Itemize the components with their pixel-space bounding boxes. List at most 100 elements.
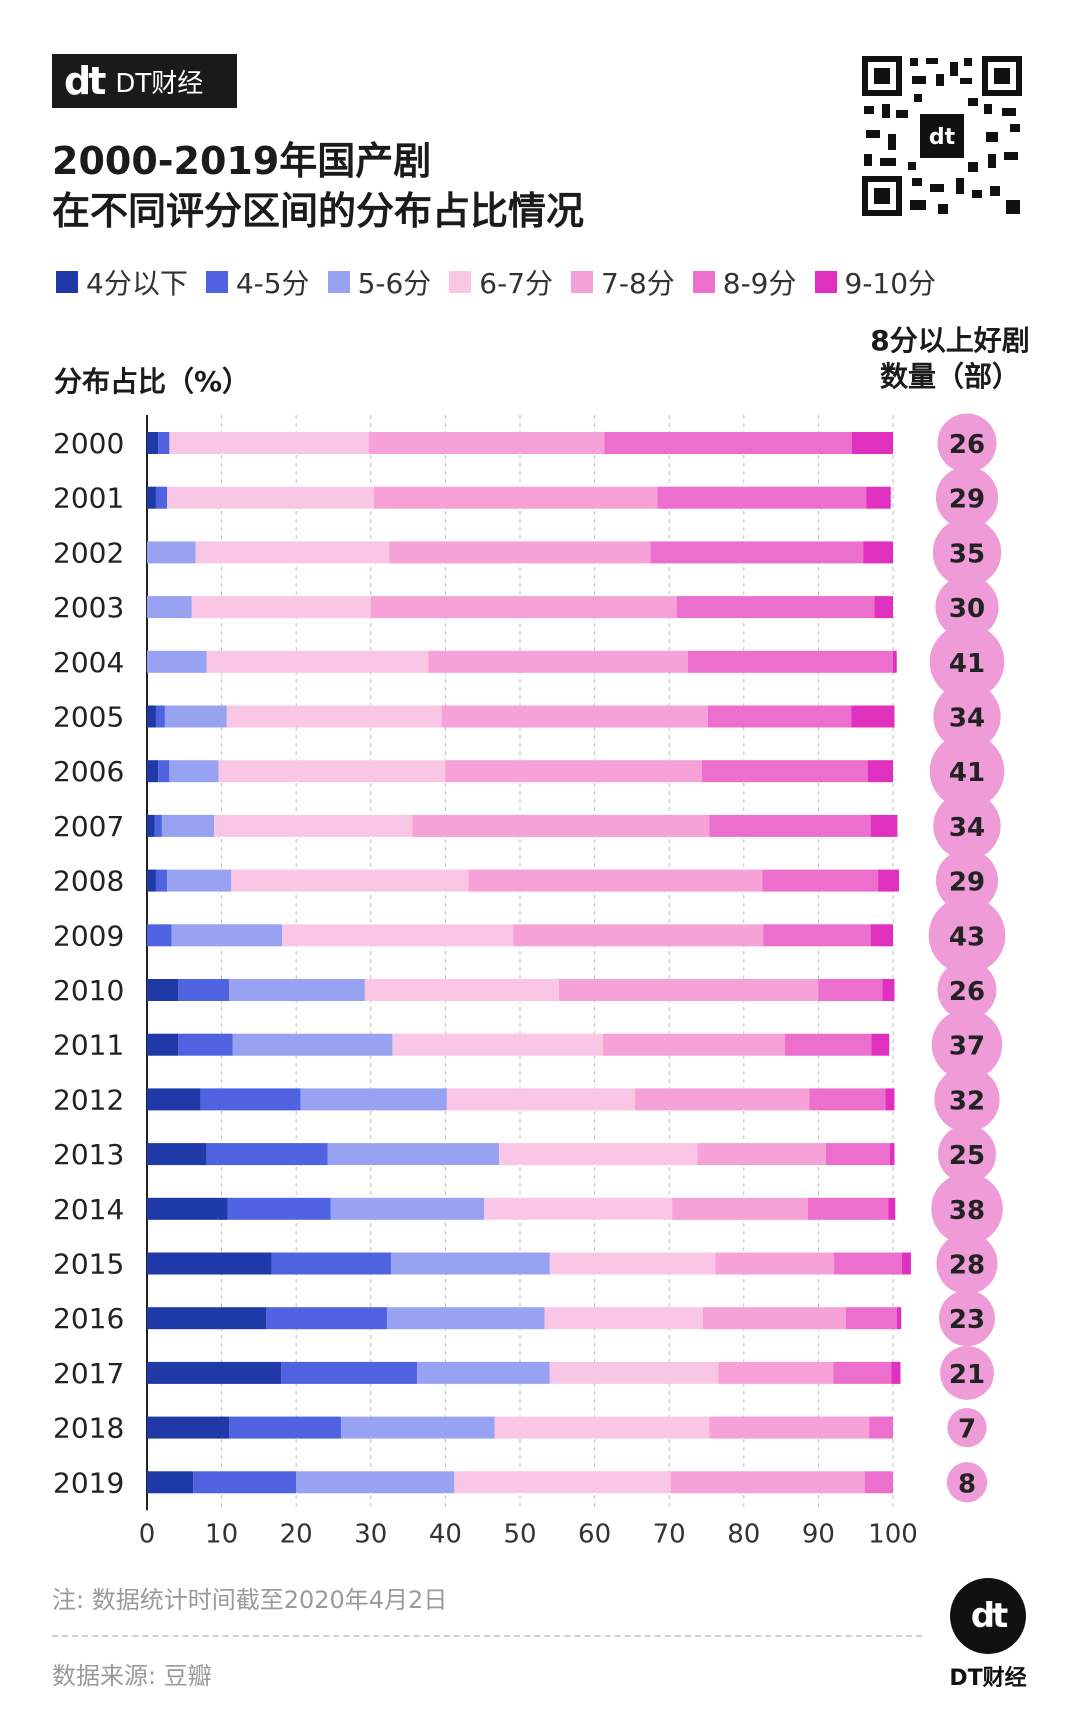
legend-swatch [327,271,350,293]
y-tick-label: 2002 [53,536,124,569]
chart-title: 2000-2019年国产剧 在不同评分区间的分布占比情况 [52,136,584,236]
bar-segment [327,1143,500,1166]
divider [52,1635,922,1637]
y-tick-label: 2009 [53,919,124,952]
x-tick-label: 30 [354,1519,387,1549]
brand-badge: dt DT财经 [52,54,237,108]
bar-segment [762,869,879,892]
bar-segment [687,650,893,673]
bar-segment [193,1471,297,1494]
bar-segment [870,924,893,947]
bar-segment [229,1416,341,1439]
y-tick-label: 2014 [53,1193,124,1226]
bar-segment [885,1088,895,1111]
count-bubble [934,1066,1000,1133]
count-bubble [947,1407,987,1448]
bar-segment [888,1197,896,1220]
bar-segment [890,1143,895,1166]
bar-segment [154,814,162,837]
bar-segment [558,979,819,1001]
bar-segment [147,1471,194,1494]
y-tick-label: 2012 [53,1083,124,1116]
y-tick-label: 2007 [53,810,124,843]
data-source: 数据来源: 豆瓣 [52,1662,212,1690]
bar-segment [549,1252,716,1275]
bar-segment [697,1143,826,1166]
count-bubble [933,682,1001,751]
y-tick-label: 2010 [53,974,124,1007]
right-column-label: 8分以上好剧 数量（部） [835,323,1065,395]
y-tick-label: 2016 [53,1302,124,1335]
bar-segment [147,814,155,837]
count-label: 41 [949,649,985,679]
bar-segment [169,760,219,783]
bar-segment [158,760,170,783]
bar-segment [364,979,559,1001]
legend-label: 8-9分 [722,267,797,300]
bar-segment [191,596,371,619]
bar-segment [818,979,883,1001]
count-bubble [937,413,997,473]
bar-segment [833,1361,892,1384]
bar-segment [147,1307,267,1330]
count-label: 37 [949,1032,985,1062]
bar-segment [271,1252,391,1275]
legend-label: 4-5分 [235,267,310,300]
count-bubble [931,1009,1003,1080]
footnote: 注: 数据统计时间截至2020年4月2日 [52,1586,448,1614]
bar-segment [147,1361,282,1384]
bar-segment [147,1088,201,1111]
y-tick-label: 2019 [53,1466,124,1499]
bar-segment [878,869,899,892]
bar-segment [867,760,893,783]
bar-segment [871,1033,890,1056]
bar-segment [147,1143,207,1166]
count-label: 38 [949,1196,985,1226]
x-tick-label: 90 [802,1519,835,1549]
count-label: 21 [949,1360,985,1390]
legend-label: 6-7分 [479,267,554,300]
bar-segment [155,869,168,892]
y-tick-label: 2008 [53,865,124,898]
bar-segment [282,924,514,947]
bar-segment [281,1361,418,1384]
legend-item: 7-8分 [571,262,675,302]
bar-segment [214,814,413,837]
bar-segment [657,486,867,509]
bar-segment [901,1252,911,1275]
bar-segment [147,650,207,673]
bar-segment [634,1088,810,1111]
count-label: 41 [949,758,985,788]
bar-segment [484,1197,673,1220]
bar-segment [167,869,232,892]
bar-segment [229,979,365,1001]
bar-segment [846,1307,897,1330]
legend-item: 5-6分 [327,262,432,302]
count-label: 30 [949,594,985,624]
bar-segment [178,979,230,1001]
bar-segment [544,1307,703,1330]
bar-segment [604,432,852,454]
bar-segment [147,760,159,783]
bar-segment [340,1416,495,1439]
count-bubble [936,1232,998,1295]
bar-segment [709,814,871,837]
x-tick-label: 20 [280,1519,313,1549]
bar-segment [870,814,898,837]
title-line-2: 在不同评分区间的分布占比情况 [52,189,585,233]
legend-label: 5-6分 [357,267,432,300]
bar-segment [807,1197,889,1220]
x-tick-label: 40 [429,1519,462,1549]
y-tick-label: 2006 [53,755,124,788]
bar-segment [670,1471,865,1494]
legend-swatch [814,271,837,293]
bar-segment [368,432,605,454]
legend-item: 4-5分 [205,262,310,302]
bar-segment [158,432,170,454]
bar-segment [330,1197,485,1220]
bar-segment [676,596,875,619]
right-label-line-2: 数量（部） [879,360,1020,393]
brand-logo-mark: dt [64,59,106,103]
bar-segment [387,1307,545,1330]
bar-segment [863,541,893,564]
